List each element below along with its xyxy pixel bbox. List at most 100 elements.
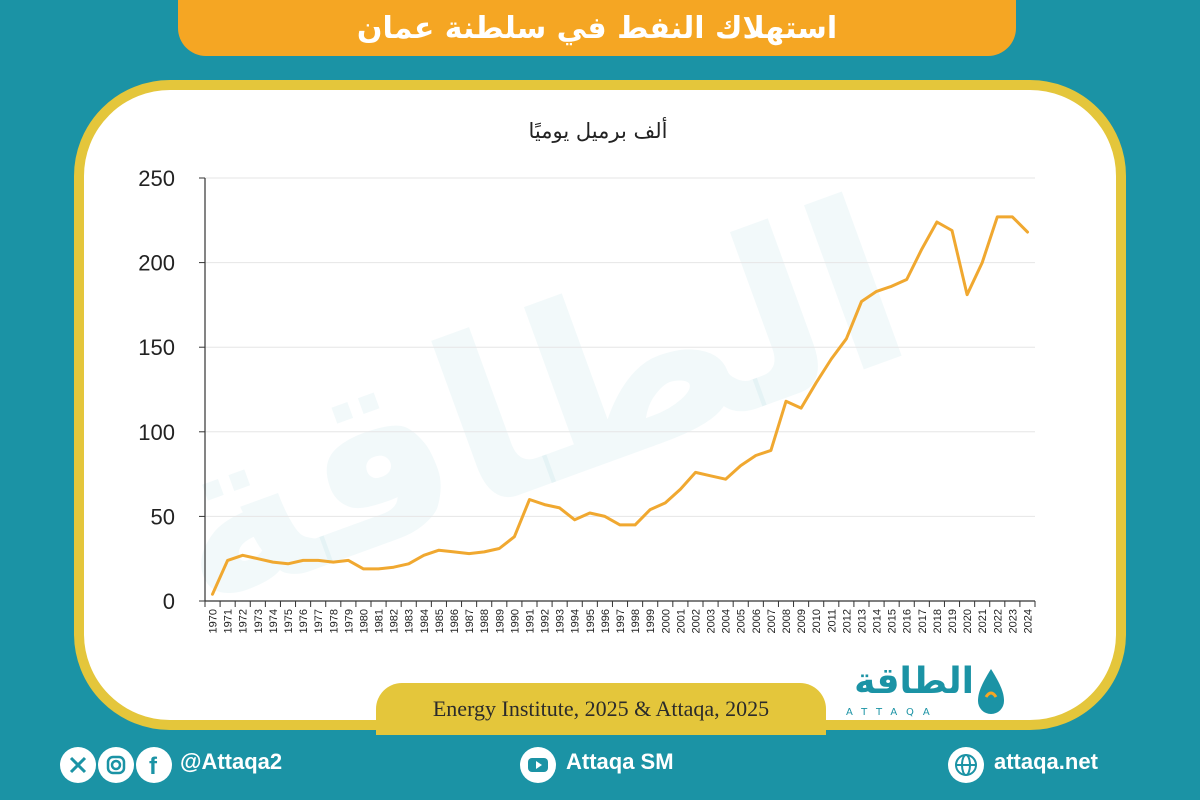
x-tick-label: 1980: [358, 609, 370, 633]
x-tick-label: 2017: [917, 609, 929, 633]
data-point: [921, 248, 923, 250]
x-tick-label: 1970: [208, 609, 220, 633]
x-tick-label: 2005: [736, 609, 748, 633]
brand-logo: الطاقة ATTAQA: [838, 661, 1010, 723]
y-tick-label: 100: [138, 420, 175, 445]
data-point: [362, 568, 365, 570]
data-point: [815, 381, 817, 384]
data-point: [785, 400, 787, 403]
data-point: [1011, 216, 1014, 218]
source-pill: Energy Institute, 2025 & Attaqa, 2025: [376, 683, 826, 735]
x-tick-label: 2003: [706, 609, 718, 633]
x-tick-label: 1976: [298, 609, 310, 633]
data-point: [392, 566, 395, 568]
x-tick-label: 1985: [434, 609, 446, 633]
footer: f @Attaqa2 Attaqa SM attaqa.net: [0, 735, 1200, 800]
data-point: [543, 503, 546, 506]
x-tick-label: 2019: [947, 609, 959, 633]
brand-arabic: الطاقة: [854, 661, 974, 702]
data-point: [468, 552, 470, 555]
data-point: [302, 559, 304, 562]
x-tick-label: 2009: [796, 609, 808, 633]
x-tick-label: 2001: [675, 609, 687, 633]
data-point: [996, 216, 999, 218]
x-tick-label: 2010: [811, 609, 823, 633]
data-point: [257, 557, 259, 560]
x-tick-label: 2012: [841, 609, 853, 633]
x-tick-label: 1981: [374, 609, 386, 633]
x-tick-label: 2002: [690, 609, 702, 633]
data-point: [724, 478, 727, 480]
youtube-channel[interactable]: Attaqa SM: [566, 749, 674, 774]
x-tick-label: 2011: [826, 609, 838, 633]
instagram-icon[interactable]: [98, 747, 134, 783]
social-handle[interactable]: @Attaqa2: [180, 749, 283, 774]
data-point: [905, 278, 908, 281]
data-point: [709, 474, 712, 477]
y-axis-unit-label: ألف برميل يوميًا: [529, 117, 668, 143]
x-tick-label: 2014: [872, 609, 884, 633]
x-tick-label: 1990: [509, 609, 521, 633]
x-tick-label: 1973: [253, 609, 265, 633]
data-point: [860, 300, 863, 303]
x-tick-label: 1977: [313, 609, 325, 633]
x-tick-label: 2015: [887, 609, 899, 633]
data-point: [890, 285, 893, 288]
data-point: [845, 337, 848, 340]
x-tick-label: 1975: [283, 609, 295, 633]
data-point: [272, 561, 274, 563]
x-tick-label: 1994: [570, 609, 582, 633]
chart-title: استهلاك النفط في سلطنة عمان: [356, 10, 838, 46]
facebook-icon[interactable]: f: [136, 747, 172, 783]
data-point: [483, 551, 485, 553]
x-tick-label: 1982: [389, 609, 401, 633]
x-twitter-icon[interactable]: [60, 747, 96, 783]
data-point: [619, 524, 621, 526]
x-tick-label: 2016: [902, 609, 914, 633]
data-point: [875, 290, 878, 293]
x-tick-label: 1988: [479, 609, 491, 633]
data-point: [241, 554, 244, 557]
x-tick-label: 2022: [992, 609, 1004, 633]
data-point: [573, 518, 576, 521]
x-tick-label: 1992: [540, 609, 552, 633]
data-point: [423, 554, 425, 557]
data-point: [694, 471, 697, 474]
x-tick-label: 1998: [630, 609, 642, 633]
x-tick-label: 1974: [268, 609, 280, 633]
data-point: [377, 568, 380, 570]
x-tick-label: 1995: [585, 609, 597, 633]
x-tick-label: 1986: [449, 609, 461, 633]
svg-text:f: f: [149, 753, 158, 777]
data-point: [830, 358, 833, 360]
website[interactable]: attaqa.net: [994, 749, 1098, 774]
x-tick-label: 2020: [962, 609, 974, 633]
data-point: [407, 562, 410, 565]
x-tick-label: 2007: [766, 609, 778, 633]
brand-latin: ATTAQA: [846, 707, 939, 718]
data-point: [558, 507, 561, 509]
y-tick-label: 200: [138, 251, 175, 276]
data-point: [589, 512, 591, 514]
x-tick-label: 1999: [645, 609, 657, 633]
x-tick-label: 2021: [977, 609, 989, 633]
data-point: [604, 515, 606, 518]
x-tick-label: 2008: [781, 609, 793, 633]
x-tick-label: 2018: [932, 609, 944, 633]
data-point: [211, 593, 214, 596]
data-point: [951, 229, 953, 232]
x-tick-label: 1991: [524, 609, 536, 633]
data-point: [664, 502, 667, 504]
x-tick-label: 2013: [856, 609, 868, 633]
data-point: [317, 559, 319, 562]
source-text: Energy Institute, 2025 & Attaqa, 2025: [432, 696, 770, 721]
x-tick-label: 1989: [494, 609, 506, 633]
x-tick-label: 2006: [751, 609, 763, 633]
y-tick-label: 150: [138, 335, 175, 360]
data-point: [498, 547, 501, 550]
youtube-icon[interactable]: [520, 747, 556, 783]
x-tick-label: 1997: [615, 609, 627, 633]
x-tick-label: 1983: [404, 609, 416, 633]
globe-icon[interactable]: [948, 747, 984, 783]
